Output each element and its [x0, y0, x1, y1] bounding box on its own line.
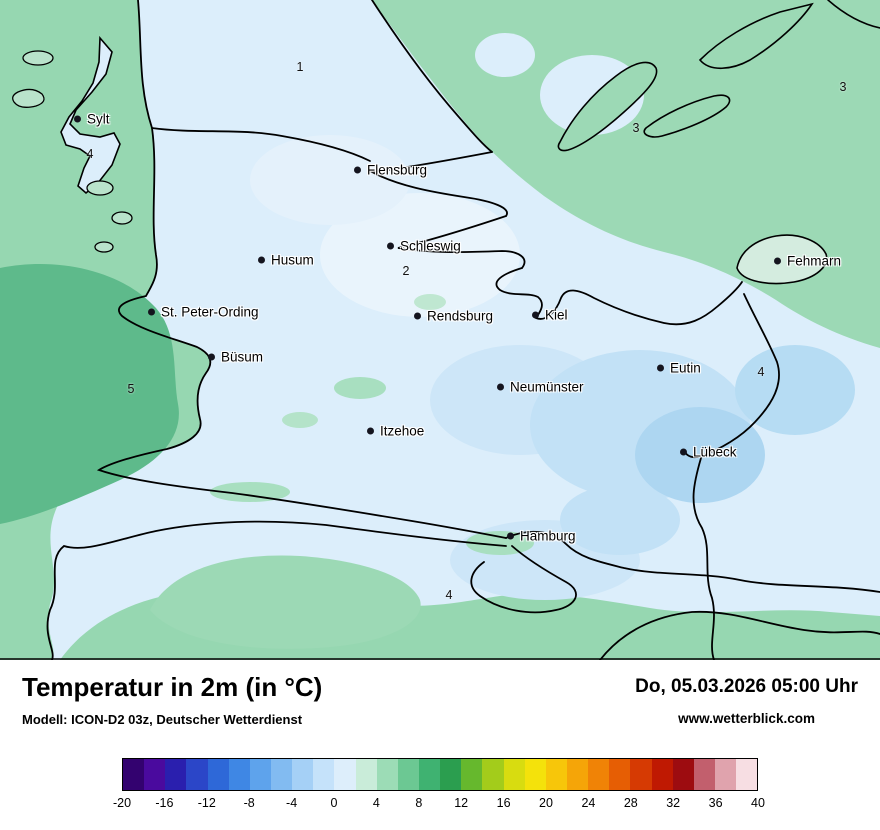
colorbar-tick-label: 28 [623, 796, 638, 810]
colorbar-segment [672, 759, 694, 790]
colorbar-segment [334, 759, 356, 790]
colorbar-segment [736, 759, 758, 790]
colorbar-segment [440, 759, 462, 790]
caption-right: Do, 05.03.2026 05:00 Uhr www.wetterblick… [635, 673, 858, 726]
colorbar-segment [165, 759, 187, 790]
colorbar-tick-label: 16 [496, 796, 511, 810]
colorbar-tick-label: -4 [286, 796, 298, 810]
colorbar-segment [482, 759, 504, 790]
colorbar-segment [207, 759, 229, 790]
colorbar-segment [609, 759, 631, 790]
temperature-colorbar [122, 758, 758, 791]
colorbar-segment [228, 759, 250, 790]
website-label: www.wetterblick.com [678, 711, 815, 726]
colorbar-segment [292, 759, 314, 790]
caption-bar: Temperatur in 2m (in °C) Modell: ICON-D2… [0, 660, 880, 755]
colorbar-segment [545, 759, 567, 790]
colorbar-segment [355, 759, 377, 790]
colorbar-tick-label: 36 [708, 796, 723, 810]
colorbar-tick-label: -12 [197, 796, 216, 810]
colorbar-tick-label: -8 [243, 796, 255, 810]
colorbar-segment [418, 759, 441, 790]
coastline-border-layer [0, 0, 880, 660]
colorbar-segment [714, 759, 737, 790]
colorbar-segment [566, 759, 589, 790]
colorbar-tick-label: 0 [330, 796, 338, 810]
colorbar-segment [270, 759, 293, 790]
map-graphic [0, 0, 880, 660]
colorbar-segment [397, 759, 419, 790]
forecast-datetime: Do, 05.03.2026 05:00 Uhr [635, 676, 858, 697]
colorbar-tick-label: 24 [581, 796, 596, 810]
colorbar-segment [123, 759, 145, 790]
model-info: Modell: ICON-D2 03z, Deutscher Wetterdie… [22, 711, 303, 727]
colorbar-segment [313, 759, 335, 790]
colorbar-segment [144, 759, 166, 790]
colorbar-tick-label: 8 [415, 796, 423, 810]
colorbar-tick-label: 4 [372, 796, 380, 810]
colorbar-segment [461, 759, 483, 790]
colorbar-tick-label: 40 [751, 796, 765, 810]
colorbar-segment [524, 759, 546, 790]
island-shapes-layer [12, 2, 828, 285]
legend-area: -20 -16 -12 -8 -4 0 4 8 12 16 20 24 28 32 36 40 [0, 755, 880, 830]
colorbar-tick-label: -20 [112, 796, 132, 810]
colorbar-segment [249, 759, 271, 790]
caption-left: Temperatur in 2m (in °C) Modell: ICON-D2… [22, 673, 322, 727]
colorbar-segment [693, 759, 715, 790]
temperature-fill-layer [0, 0, 880, 660]
page-title: Temperatur in 2m (in °C) [22, 672, 323, 702]
colorbar-segment [186, 759, 208, 790]
colorbar-segment [651, 759, 673, 790]
colorbar-tick-label: 12 [454, 796, 469, 810]
colorbar-tick-label: -16 [155, 796, 174, 810]
colorbar-tick-label: 32 [666, 796, 681, 810]
weather-map: Sylt Flensburg Husum Schleswig Fehmarn St. Pe… [0, 0, 880, 660]
colorbar-segment [588, 759, 610, 790]
colorbar-segment [630, 759, 652, 790]
colorbar-tick-label: 20 [539, 796, 553, 810]
colorbar-tick-labels: -20 -16 -12 -8 -4 0 4 8 12 16 20 24 28 32 36 40 [113, 796, 765, 814]
colorbar-segment [503, 759, 525, 790]
colorbar-segment [376, 759, 398, 790]
